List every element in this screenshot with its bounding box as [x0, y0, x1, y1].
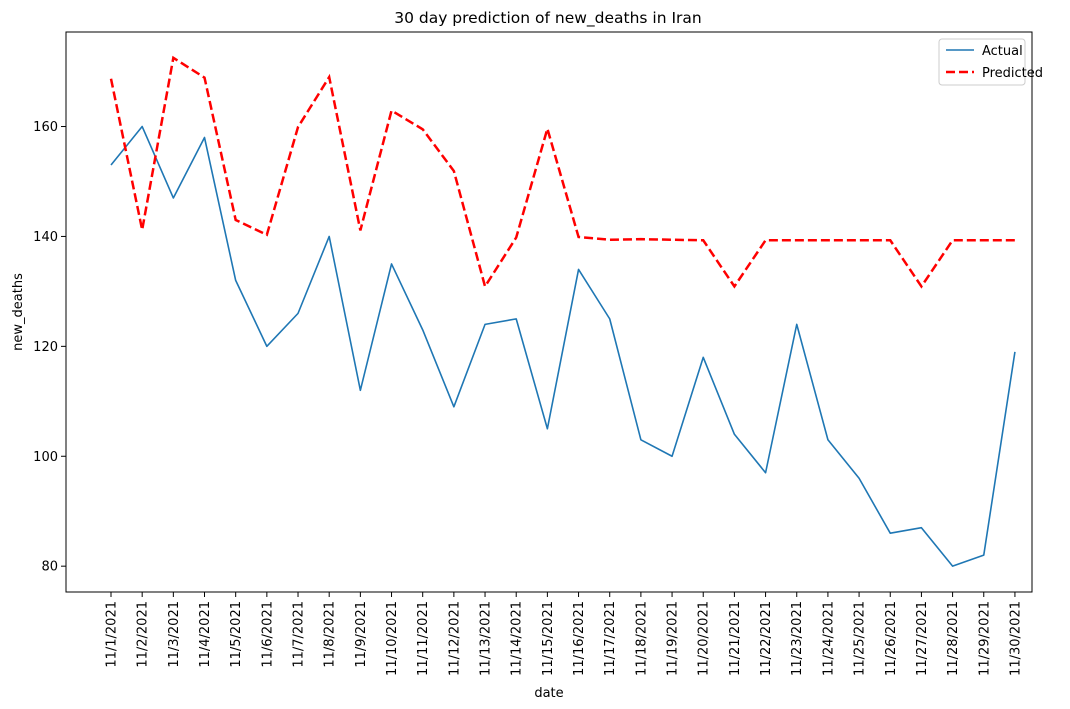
y-tick-label: 160	[33, 120, 58, 135]
y-axis: 80 100 120 140 160	[33, 120, 66, 575]
legend-label-predicted: Predicted	[982, 66, 1043, 81]
series-layer	[109, 55, 1016, 567]
plot-area	[65, 31, 1033, 593]
x-tick-label: 11/2/2021	[136, 601, 151, 668]
series-line-actual	[110, 125, 1016, 567]
x-tick-label: 11/24/2021	[821, 601, 836, 676]
legend: Actual Predicted	[938, 38, 1043, 86]
x-tick-label: 11/25/2021	[853, 601, 868, 676]
x-tick-label: 11/7/2021	[292, 601, 307, 668]
series-line-predicted	[109, 55, 1015, 290]
x-tick-label: 11/20/2021	[697, 601, 712, 676]
x-axis: 11/1/2021 11/2/2021 11/3/2021 11/4/2021 11/5…	[105, 592, 1023, 676]
x-axis-label: date	[534, 686, 563, 701]
x-tick-label: 11/23/2021	[790, 601, 805, 676]
x-tick-label: 11/8/2021	[323, 601, 338, 668]
x-tick-label: 11/13/2021	[479, 601, 494, 676]
x-tick-label: 11/17/2021	[603, 601, 618, 676]
x-tick-label: 11/11/2021	[416, 601, 431, 676]
y-axis-label: new_deaths	[11, 273, 26, 351]
x-tick-label: 11/28/2021	[946, 601, 961, 676]
y-tick-label: 140	[33, 230, 58, 245]
x-tick-label: 11/15/2021	[541, 601, 556, 676]
x-tick-label: 11/16/2021	[572, 601, 587, 676]
x-tick-label: 11/29/2021	[977, 601, 992, 676]
x-tick-label: 11/4/2021	[198, 601, 213, 668]
chart-title: 30 day prediction of new_deaths in Iran	[394, 9, 702, 28]
x-tick-label: 11/19/2021	[666, 601, 681, 676]
x-tick-label: 11/14/2021	[510, 601, 525, 676]
x-tick-label: 11/5/2021	[229, 601, 244, 668]
x-tick-label: 11/30/2021	[1008, 601, 1023, 676]
x-tick-label: 11/18/2021	[634, 601, 649, 676]
x-tick-label: 11/22/2021	[759, 601, 774, 676]
x-tick-label: 11/10/2021	[385, 601, 400, 676]
x-tick-label: 11/3/2021	[167, 601, 182, 668]
x-tick-label: 11/9/2021	[354, 601, 369, 668]
x-tick-label: 11/26/2021	[884, 601, 899, 676]
x-tick-label: 11/6/2021	[260, 601, 275, 668]
y-tick-label: 120	[33, 340, 58, 355]
x-tick-label: 11/12/2021	[447, 601, 462, 676]
y-tick-label: 100	[33, 450, 58, 465]
x-tick-label: 11/21/2021	[728, 601, 743, 676]
x-tick-label: 11/27/2021	[915, 601, 930, 676]
y-tick-label: 80	[41, 560, 58, 575]
legend-label-actual: Actual	[982, 44, 1023, 59]
x-tick-label: 11/1/2021	[105, 601, 120, 668]
